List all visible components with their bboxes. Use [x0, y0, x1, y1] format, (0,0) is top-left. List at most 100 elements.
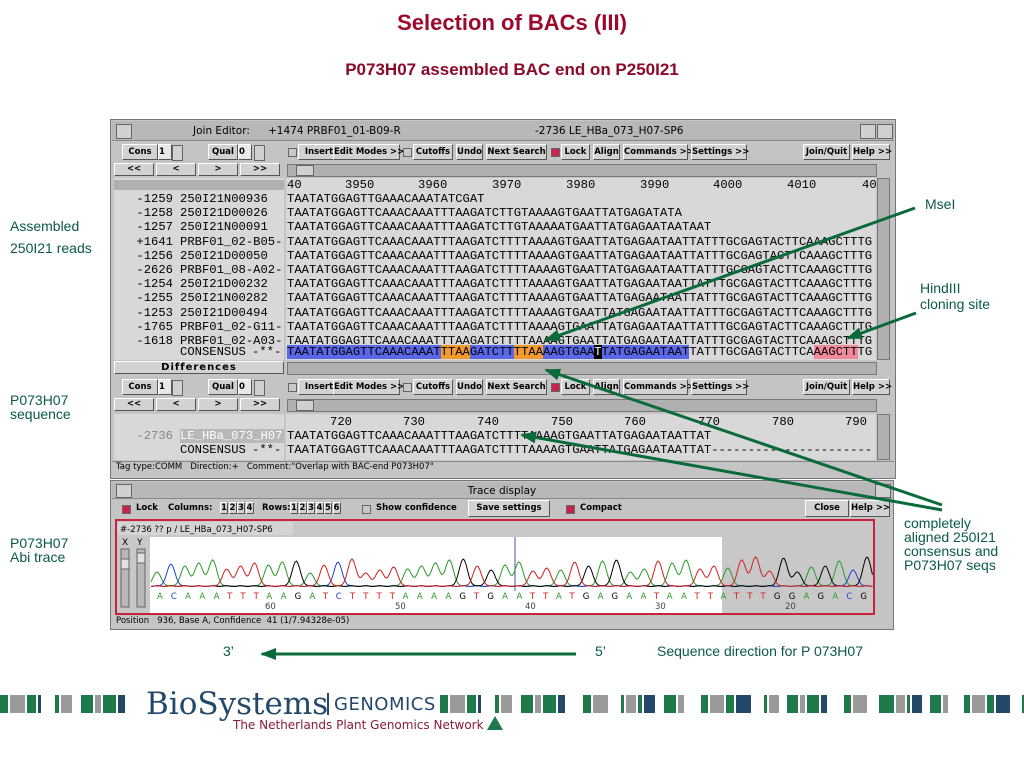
- footer-stripe: [930, 695, 941, 713]
- button[interactable]: >>: [240, 163, 280, 176]
- button[interactable]: 4: [245, 502, 254, 514]
- footer-stripe: [0, 695, 8, 713]
- label: Compact: [580, 503, 622, 513]
- footer-stripe: [38, 695, 41, 713]
- checkbox: [551, 148, 560, 157]
- slider-thumb: [120, 558, 130, 570]
- ruler-label: 750: [551, 415, 573, 429]
- footer-stripe: [27, 695, 36, 713]
- trace-position: 20: [785, 602, 796, 612]
- footer-stripe: [495, 695, 499, 713]
- button[interactable]: Align: [593, 144, 620, 160]
- window-button: [877, 124, 893, 139]
- button[interactable]: 3: [237, 502, 245, 514]
- button[interactable]: Align: [593, 379, 620, 395]
- button[interactable]: Settings >>: [691, 144, 749, 160]
- button[interactable]: Undo: [456, 144, 483, 160]
- button[interactable]: 1: [220, 502, 228, 514]
- footer-stripe: [521, 695, 533, 713]
- read-name: PRBF01_08-A02-: [180, 263, 283, 277]
- button[interactable]: Differences: [114, 361, 284, 374]
- button[interactable]: Cons: [122, 144, 158, 160]
- button[interactable]: >>: [240, 398, 280, 411]
- button[interactable]: Help >>: [852, 379, 892, 395]
- consensus-segment: TTAA: [440, 345, 470, 359]
- side-label: sequence: [10, 406, 71, 422]
- button[interactable]: Commands >>: [623, 379, 694, 395]
- button[interactable]: 0: [238, 379, 252, 395]
- button[interactable]: <<: [114, 163, 154, 176]
- footer-stripe: [95, 695, 101, 713]
- button[interactable]: Cutoffs: [413, 379, 453, 395]
- button[interactable]: Settings >>: [691, 379, 749, 395]
- h-scroll: [114, 180, 284, 190]
- checkbox: [566, 505, 575, 514]
- footer-stripe: [853, 695, 867, 713]
- button[interactable]: Lock: [561, 379, 590, 395]
- scrollbar: [287, 362, 877, 375]
- button[interactable]: >: [198, 398, 238, 411]
- read-name: 250I21N00282: [180, 291, 268, 306]
- ruler-label: 3990: [640, 178, 670, 192]
- button[interactable]: 3: [307, 502, 315, 514]
- button[interactable]: <: [156, 163, 196, 176]
- label: Rows:: [262, 503, 291, 513]
- button[interactable]: 5: [324, 502, 332, 514]
- annotation: cloning site: [920, 296, 991, 312]
- checkbox: [403, 383, 412, 392]
- button[interactable]: Qual: [208, 379, 238, 395]
- annotation: aligned 250I21: [904, 529, 996, 545]
- label: Lock: [136, 503, 158, 513]
- button[interactable]: Next Search: [486, 379, 547, 395]
- button[interactable]: Edit Modes >>: [333, 379, 404, 395]
- consensus-segment: T: [594, 345, 602, 359]
- button[interactable]: Close: [805, 500, 849, 517]
- spinner: [254, 380, 265, 396]
- button[interactable]: Help >>: [850, 500, 890, 517]
- button[interactable]: Next Search: [486, 144, 547, 160]
- button[interactable]: Edit Modes >>: [333, 144, 404, 160]
- button[interactable]: >: [198, 163, 238, 176]
- button[interactable]: 1: [290, 502, 298, 514]
- checkbox: [288, 148, 297, 157]
- read-sequence: TAATATGGAGTTCAAACAAATTTAAGATCTTTTAAAAGTG…: [287, 248, 873, 263]
- button[interactable]: Qual: [208, 144, 238, 160]
- slide-subtitle: P073H07 assembled BAC end on P250I21: [345, 60, 679, 79]
- button[interactable]: Cons: [122, 379, 158, 395]
- trace-header-bg: [118, 522, 293, 535]
- checkbox: [403, 148, 412, 157]
- checkbox: [362, 505, 371, 514]
- button[interactable]: 0: [238, 144, 252, 160]
- button[interactable]: 2: [228, 502, 237, 514]
- footer-stripe: [593, 695, 608, 713]
- button[interactable]: Lock: [561, 144, 590, 160]
- button[interactable]: Undo: [456, 379, 483, 395]
- button[interactable]: 1: [158, 379, 172, 395]
- read-sequence: TAATATGGAGTTCAAACAAATTTAAGATCTTTTAAAAGTG…: [287, 319, 873, 334]
- footer-stripe: [478, 695, 481, 713]
- button[interactable]: <: [156, 398, 196, 411]
- ruler-label: 740: [477, 415, 499, 429]
- button[interactable]: Join/Quit: [803, 144, 850, 160]
- slider: [136, 548, 146, 608]
- button[interactable]: <<: [114, 398, 154, 411]
- button[interactable]: 2: [298, 502, 307, 514]
- footer-stripe: [800, 695, 805, 713]
- button[interactable]: 1: [158, 144, 172, 160]
- consensus-segment: GATCTT: [469, 345, 514, 359]
- footer-stripe: [764, 695, 767, 713]
- read-name: LE_HBa_073_H07: [180, 429, 284, 443]
- button[interactable]: Cutoffs: [413, 144, 453, 160]
- label: Show confidence: [376, 503, 457, 513]
- button[interactable]: Join/Quit: [803, 379, 850, 395]
- button[interactable]: 6: [332, 502, 341, 514]
- button[interactable]: Commands >>: [623, 144, 694, 160]
- read-id: -1618: [136, 334, 173, 348]
- button[interactable]: Save settings: [468, 500, 550, 517]
- brand: BioSystems: [146, 686, 329, 722]
- axis-toggle: X: [122, 538, 128, 548]
- button[interactable]: Help >>: [852, 144, 892, 160]
- title-bar: [112, 121, 894, 141]
- button[interactable]: 4: [315, 502, 324, 514]
- annotation: consensus and: [904, 543, 999, 559]
